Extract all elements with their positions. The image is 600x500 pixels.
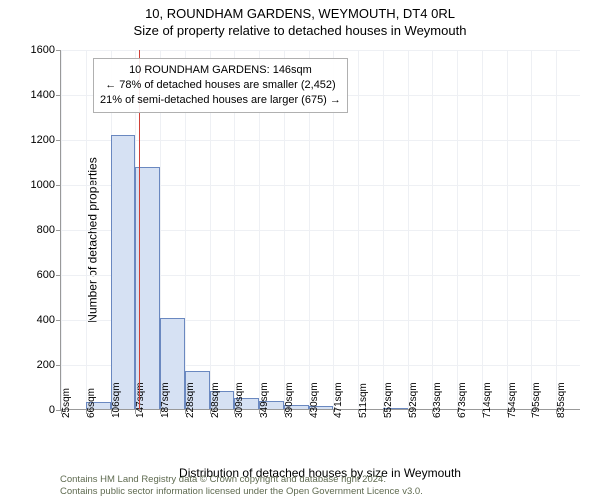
gridline-v [457, 50, 458, 409]
gridline-v [383, 50, 384, 409]
annotation-line-3: 21% of semi-detached houses are larger (… [100, 93, 341, 108]
ytick-label: 400 [21, 314, 55, 326]
gridline-v [531, 50, 532, 409]
footer-line-1: Contains HM Land Registry data © Crown c… [60, 474, 600, 486]
ytick-label: 600 [21, 269, 55, 281]
ytick-label: 0 [21, 404, 55, 416]
ytick-label: 1600 [21, 44, 55, 56]
footer-attribution: Contains HM Land Registry data © Crown c… [0, 474, 600, 498]
gridline-v [432, 50, 433, 409]
ytick-label: 200 [21, 359, 55, 371]
annotation-line-2: ← 78% of detached houses are smaller (2,… [100, 78, 341, 93]
gridline-v [86, 50, 87, 409]
gridline-v [61, 50, 62, 409]
histogram-bar [111, 135, 136, 410]
ytick-label: 1000 [21, 179, 55, 191]
ytick-label: 1200 [21, 134, 55, 146]
gridline-v [408, 50, 409, 409]
gridline-v [556, 50, 557, 409]
page-title: 10, ROUNDHAM GARDENS, WEYMOUTH, DT4 0RL [0, 0, 600, 21]
gridline-v [482, 50, 483, 409]
annotation-line-1: 10 ROUNDHAM GARDENS: 146sqm [100, 63, 341, 78]
ytick-label: 800 [21, 224, 55, 236]
page-subtitle: Size of property relative to detached ho… [0, 21, 600, 38]
gridline-v [358, 50, 359, 409]
ytick-label: 1400 [21, 89, 55, 101]
histogram-chart: Number of detached properties 0200400600… [60, 50, 580, 430]
gridline-v [507, 50, 508, 409]
reference-annotation: 10 ROUNDHAM GARDENS: 146sqm ← 78% of det… [93, 58, 348, 113]
plot-area: 0200400600800100012001400160025sqm66sqm1… [60, 50, 580, 410]
chart-container: 10, ROUNDHAM GARDENS, WEYMOUTH, DT4 0RL … [0, 0, 600, 500]
footer-line-2: Contains public sector information licen… [60, 486, 600, 498]
